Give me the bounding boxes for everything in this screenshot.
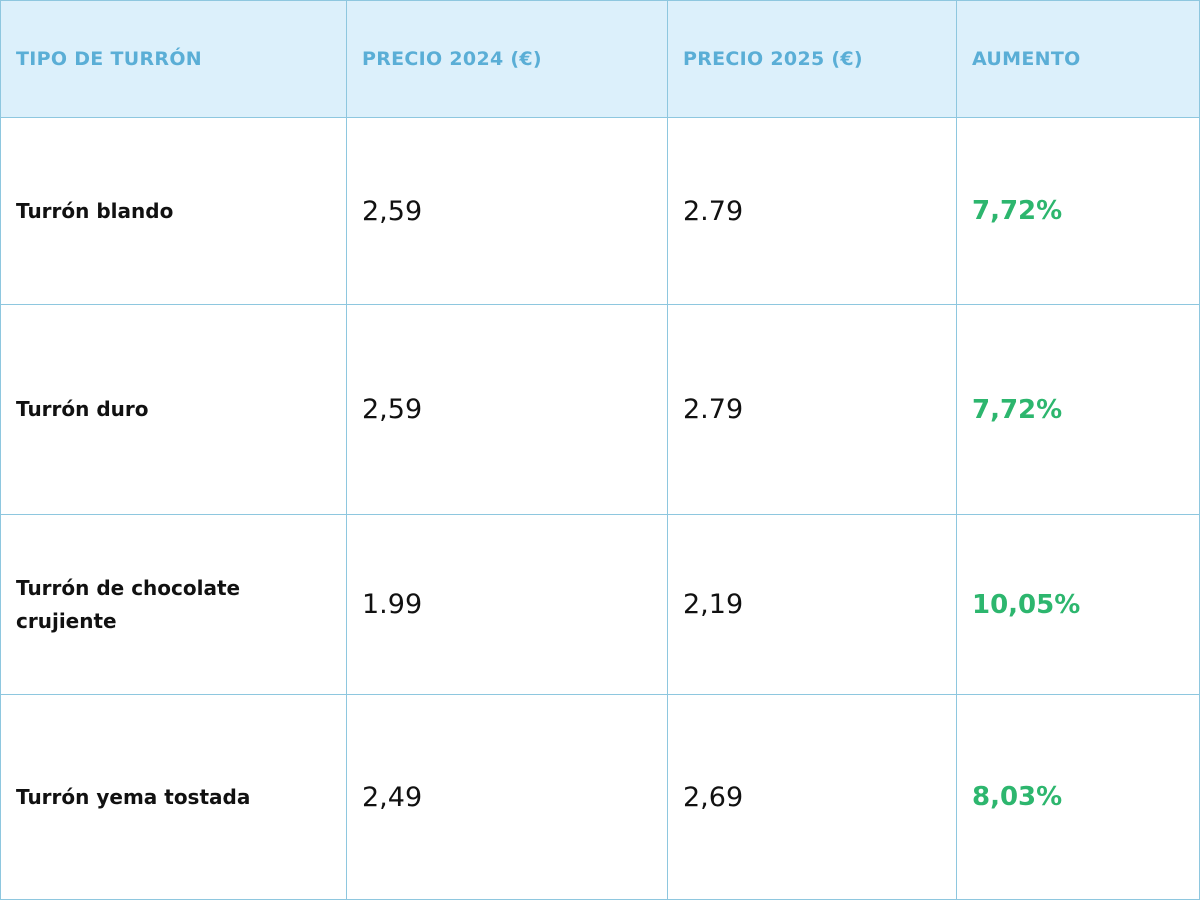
price-cell: 2.79 [668,118,957,305]
price-cell: 1.99 [347,515,668,695]
price-cell: 2,49 [347,695,668,900]
product-name: Turrón yema tostada [16,784,251,809]
column-header: AUMENTO [972,48,1081,70]
increase: 7,72% [972,196,1063,226]
product-name: Turrón de chocolate crujiente [16,575,241,633]
price-cell: 2,59 [347,305,668,515]
column-header-cell: PRECIO 2024 (€) [347,0,668,118]
column-header: PRECIO 2025 (€) [683,48,863,70]
price: 1.99 [362,589,423,620]
price: 2,69 [683,781,744,813]
product-name-cell: Turrón blando [0,118,347,305]
column-header-cell: TIPO DE TURRÓN [0,0,347,118]
price-cell: 2,69 [668,695,957,900]
price: 2.79 [683,195,744,227]
product-name: Turrón blando [16,198,174,223]
increase-cell: 7,72% [957,305,1200,515]
increase-cell: 10,05% [957,515,1200,695]
column-header-cell: PRECIO 2025 (€) [668,0,957,118]
column-header: PRECIO 2024 (€) [362,48,542,70]
price: 2,49 [362,781,423,813]
column-header-cell: AUMENTO [957,0,1200,118]
price-cell: 2.79 [668,305,957,515]
product-name-cell: Turrón de chocolate crujiente [0,515,347,695]
increase: 8,03% [972,782,1063,812]
product-name-cell: Turrón duro [0,305,347,515]
product-name-cell: Turrón yema tostada [0,695,347,900]
increase: 7,72% [972,394,1063,425]
price: 2.79 [683,394,744,425]
column-header: TIPO DE TURRÓN [16,48,202,70]
price: 2,59 [362,195,423,227]
price-cell: 2,19 [668,515,957,695]
price: 2,19 [683,589,744,620]
price: 2,59 [362,394,423,425]
price-cell: 2,59 [347,118,668,305]
increase-cell: 7,72% [957,118,1200,305]
increase-cell: 8,03% [957,695,1200,900]
increase: 10,05% [972,589,1081,620]
product-name: Turrón duro [16,397,149,421]
